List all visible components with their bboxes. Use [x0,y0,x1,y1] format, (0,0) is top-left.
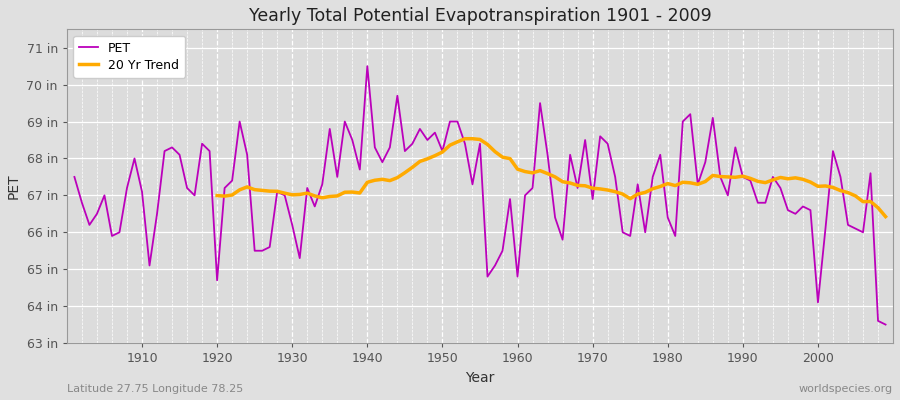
20 Yr Trend [602,188,613,192]
20 Yr Trend [339,190,350,195]
20 Yr Trend [880,214,891,219]
Line: PET: PET [75,66,886,324]
PET [880,322,891,327]
Y-axis label: PET: PET [7,173,21,199]
20 Yr Trend [294,192,305,197]
PET [294,256,305,260]
PET [519,193,530,198]
PET [339,119,350,124]
PET [362,64,373,68]
Text: Latitude 27.75 Longitude 78.25: Latitude 27.75 Longitude 78.25 [67,384,243,394]
PET [512,274,523,279]
PET [129,156,140,161]
Title: Yearly Total Potential Evapotranspiration 1901 - 2009: Yearly Total Potential Evapotranspiratio… [248,7,711,25]
Text: worldspecies.org: worldspecies.org [799,384,893,394]
Legend: PET, 20 Yr Trend: PET, 20 Yr Trend [73,36,185,78]
PET [610,174,621,179]
20 Yr Trend [512,167,523,172]
20 Yr Trend [505,156,516,161]
PET [69,174,80,179]
X-axis label: Year: Year [465,370,495,384]
Line: 20 Yr Trend: 20 Yr Trend [217,139,886,216]
